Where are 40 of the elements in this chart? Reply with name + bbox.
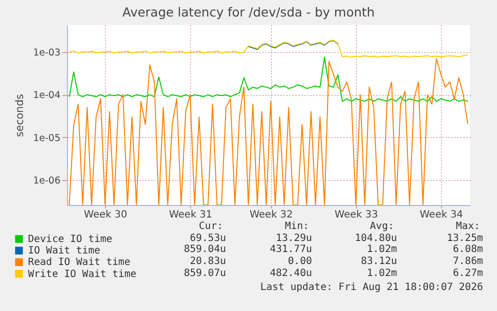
text: 431.77u: [270, 244, 312, 256]
text: 13.29u: [276, 232, 312, 244]
x-tick-label: Week 31: [168, 210, 212, 220]
text: Avg:: [370, 221, 394, 233]
text: 104.80u: [354, 232, 397, 244]
y-axis-title: seconds: [14, 94, 26, 137]
y-tick-label: 1e-05: [33, 132, 60, 144]
text: 6.08m: [452, 244, 483, 256]
x-tick-label: Week 34: [420, 210, 464, 220]
text: Cur:: [198, 221, 223, 233]
y-tick-label: 1e-06: [33, 176, 60, 187]
text: 83.12u: [360, 256, 397, 268]
legend-label: IO Wait time: [28, 246, 100, 257]
text: 69.53u: [190, 232, 226, 244]
text: Last update: Fri Aug 21 18:00:07 2026: [260, 282, 483, 294]
line-series: [248, 40, 338, 50]
line-series: [68, 56, 468, 102]
legend-label: Write IO Wait time: [28, 268, 136, 280]
y-tick-label: 1e-04: [33, 90, 60, 102]
x-tick-label: Week 30: [84, 210, 128, 220]
y-tick-label: 1e-03: [33, 48, 60, 59]
x-tick-label: Week 32: [250, 210, 293, 220]
text: 0.00: [288, 256, 312, 268]
text: 6.27m: [452, 268, 483, 280]
x-tick-label: Week 33: [334, 210, 378, 220]
text: 13.25m: [446, 232, 483, 244]
legend-label: Read IO Wait time: [28, 257, 130, 268]
text: 482.40u: [270, 268, 312, 280]
text: Min:: [284, 221, 309, 233]
text: 859.04u: [184, 244, 226, 256]
chart-title: Average latency for /dev/sda - by month: [122, 4, 375, 20]
legend-label: Device IO time: [28, 234, 112, 245]
line-series: [68, 40, 468, 58]
text: 859.07u: [184, 268, 226, 280]
line-series: [68, 58, 468, 205]
text: 1.02m: [366, 268, 397, 280]
text: 20.83u: [190, 256, 226, 268]
text: 7.86m: [452, 256, 483, 268]
text: 1.02m: [366, 244, 397, 256]
text: Max:: [456, 221, 480, 233]
